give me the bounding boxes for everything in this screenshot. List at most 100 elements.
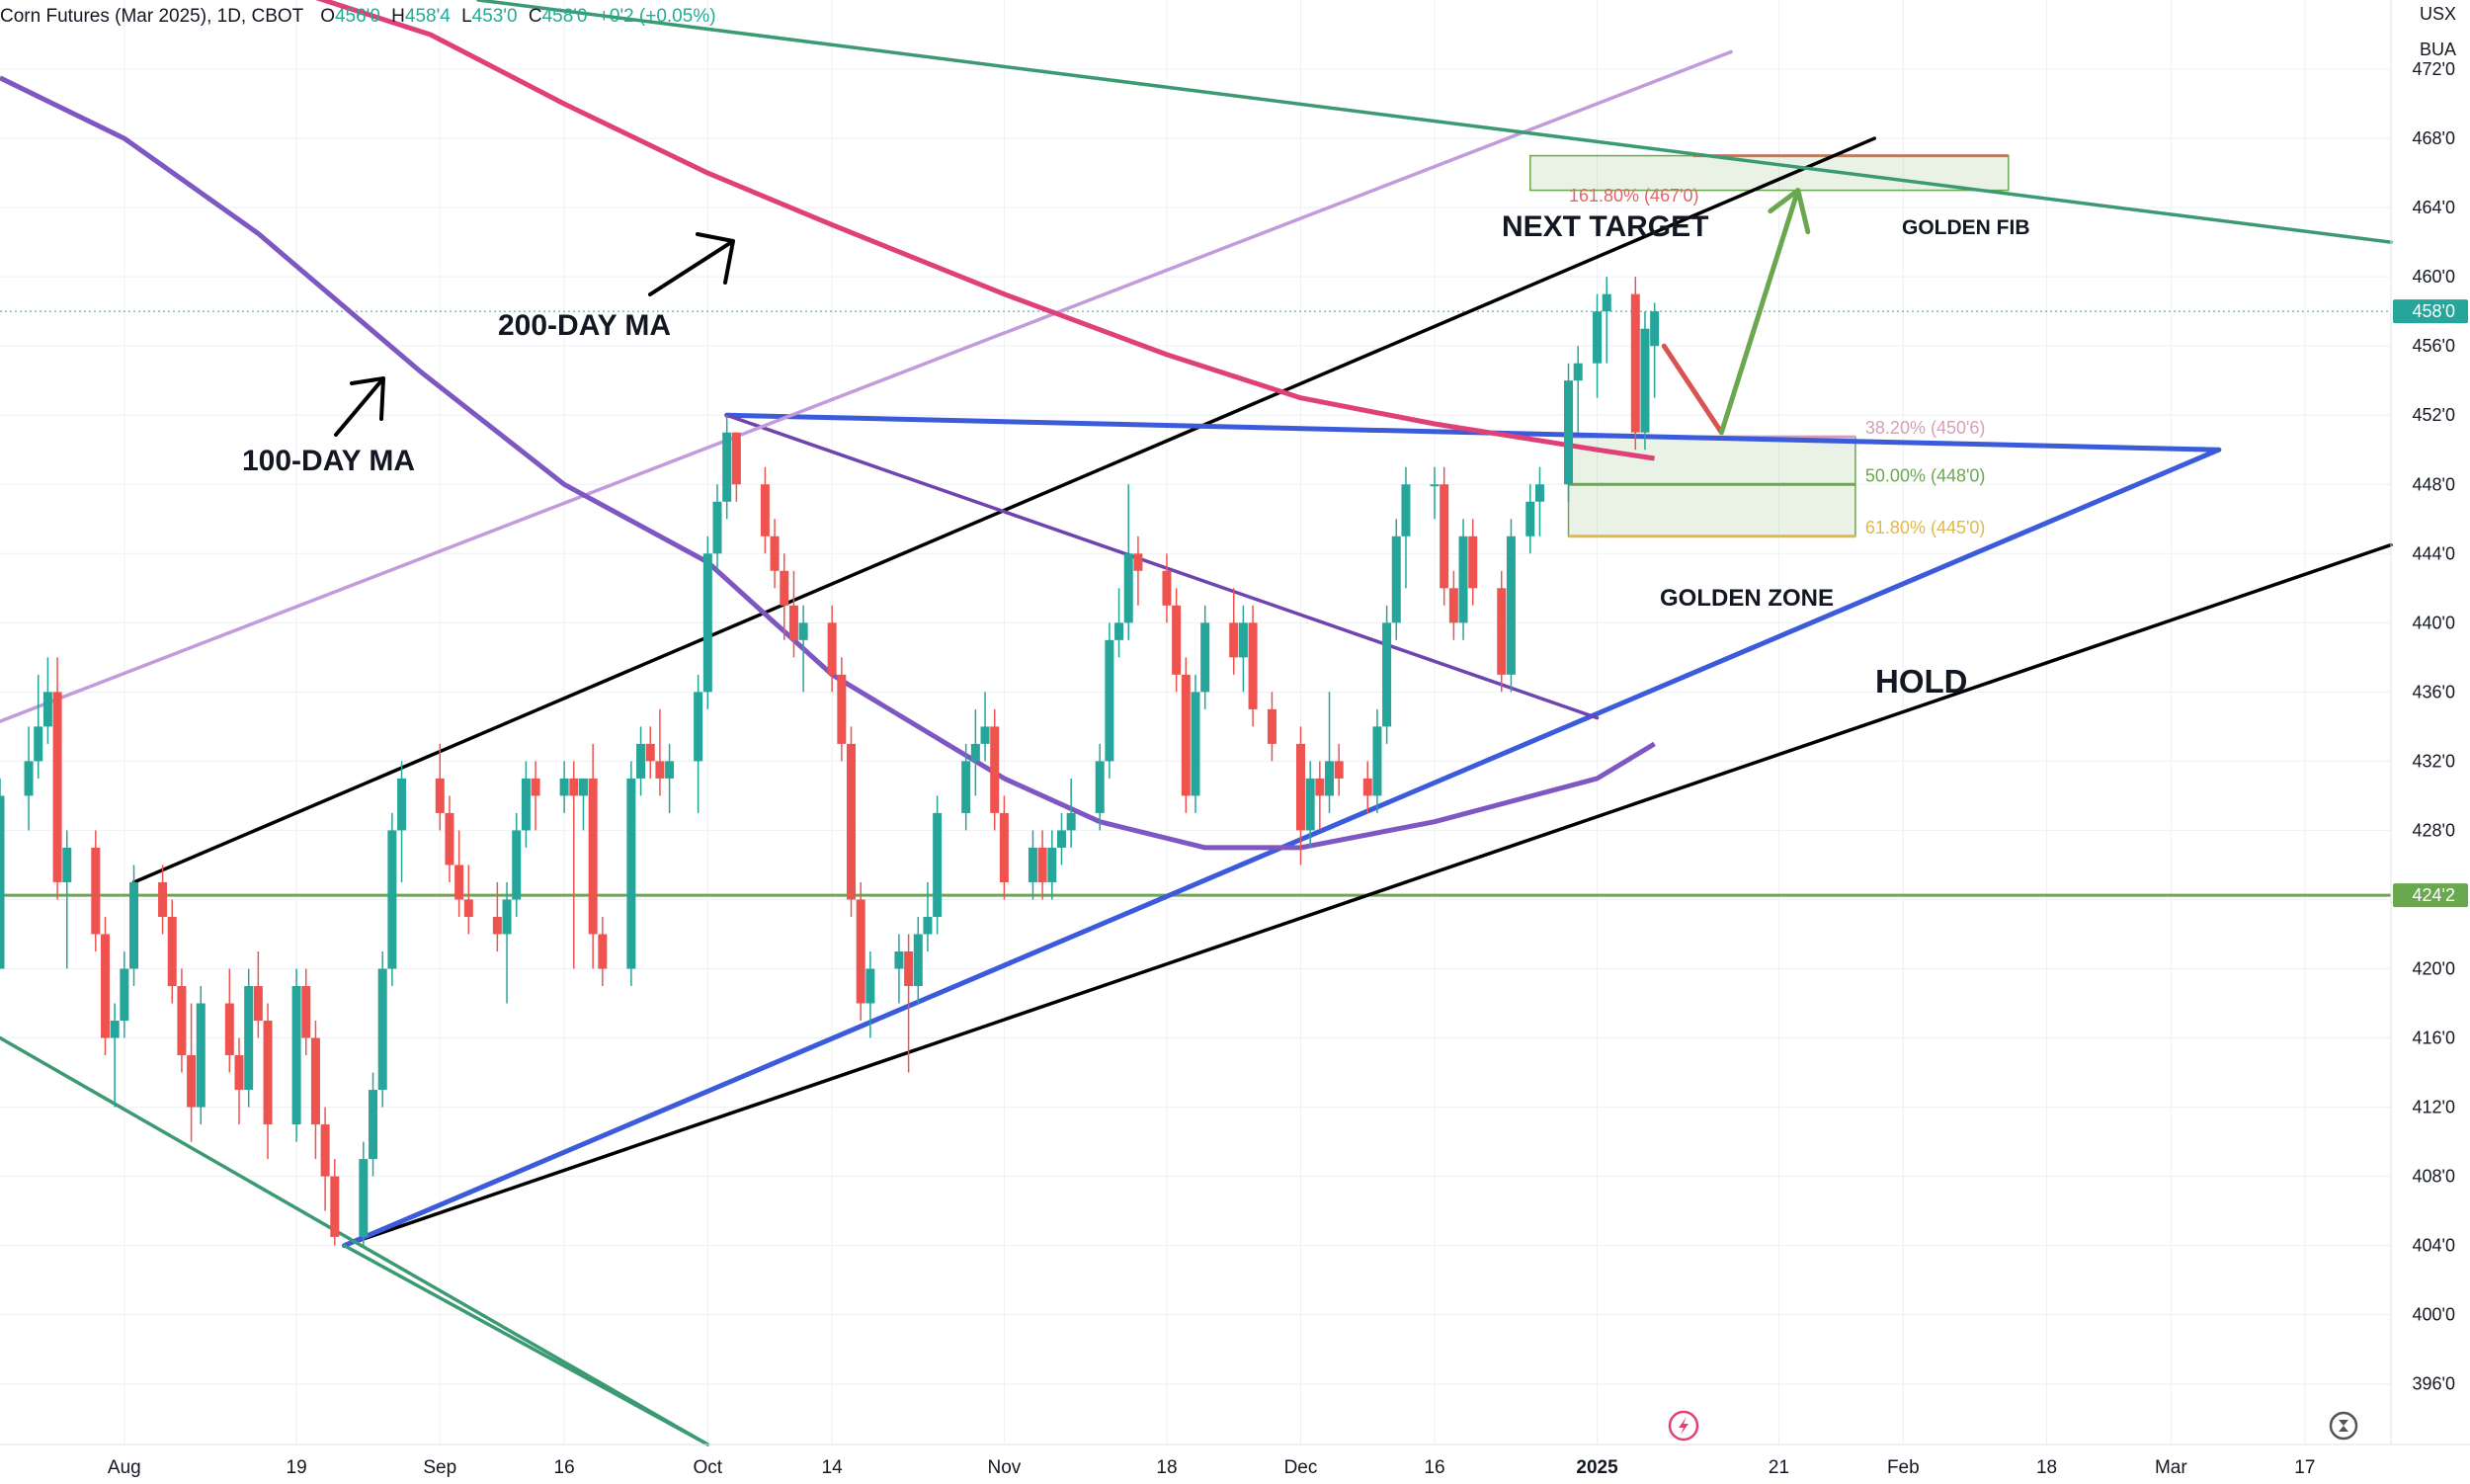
candle (1315, 761, 1325, 831)
fib-level-label: 61.80% (445'0) (1865, 518, 1986, 537)
candle (320, 1107, 330, 1211)
candle (512, 812, 522, 917)
candle-body (559, 778, 569, 796)
golden-zone-label: GOLDEN ZONE (1660, 585, 1834, 612)
candle (1573, 346, 1583, 433)
candle (310, 1021, 320, 1160)
candle (463, 865, 473, 935)
price-label-bg (2393, 299, 2468, 324)
candle-body (1448, 588, 1458, 623)
candle (301, 968, 311, 1056)
candle-body (1534, 484, 1544, 502)
candle-body (1650, 311, 1660, 347)
open-value: 456'0 (334, 6, 380, 27)
candle (1534, 466, 1544, 536)
high-label: H (391, 6, 405, 27)
candle-body (655, 761, 665, 779)
candle (1382, 605, 1392, 744)
candle (397, 761, 407, 882)
candle (856, 881, 865, 1022)
candle-body (933, 812, 943, 917)
candle (377, 950, 387, 1108)
volume-unit-button[interactable]: BUA (2419, 40, 2456, 59)
candle (1497, 570, 1507, 693)
candle (167, 899, 177, 1004)
candle-body (62, 847, 72, 882)
candle (234, 1037, 244, 1125)
candle-body (1114, 622, 1124, 640)
candle (702, 536, 712, 709)
candle-body (129, 881, 139, 969)
candle-body (722, 432, 732, 502)
x-tick-label: Dec (1284, 1457, 1318, 1478)
candle-body (1295, 743, 1305, 831)
y-tick-label: 396'0 (2413, 1374, 2455, 1394)
candle-body (1506, 536, 1516, 675)
candle-body (110, 1021, 120, 1038)
candle-body (310, 1037, 320, 1125)
candle-body (463, 899, 473, 917)
candle (454, 830, 464, 917)
candle-body (301, 986, 311, 1038)
candle (1238, 605, 1248, 693)
candle-body (234, 1055, 244, 1091)
candle (1640, 311, 1650, 451)
candle (359, 1141, 369, 1246)
candle-body (712, 501, 722, 554)
candle (1095, 743, 1105, 831)
x-tick-label: Oct (694, 1457, 723, 1478)
candle-body (1468, 536, 1478, 589)
candle-body (1315, 778, 1325, 796)
trendlines[interactable] (0, 0, 2393, 1446)
candle-body (961, 761, 971, 813)
candle (158, 865, 168, 935)
candle (1066, 778, 1076, 848)
candle (253, 950, 263, 1038)
candle-body (788, 605, 798, 640)
candle-body (1095, 761, 1105, 813)
candle (655, 708, 665, 796)
lightning-icon[interactable] (1668, 1410, 1699, 1442)
low-label: L (461, 6, 472, 27)
y-tick-label: 428'0 (2413, 820, 2455, 840)
y-tick-label: 452'0 (2413, 405, 2455, 425)
candle-body (387, 830, 397, 969)
lower-green-trendline (0, 1035, 710, 1446)
candle (1372, 708, 1382, 813)
candle-body (167, 916, 177, 987)
upper-green-trendline (476, 0, 2393, 244)
y-tick-label: 400'0 (2413, 1305, 2455, 1325)
candle (1602, 277, 1611, 364)
candle-body (970, 743, 980, 762)
candle-body (665, 761, 675, 779)
candle-body (369, 1090, 378, 1160)
lower-channel-line (342, 542, 2393, 1248)
annotations: 200-DAY MA 100-DAY MA NEXT TARGET GOLDEN… (242, 186, 2030, 700)
candle-body (904, 950, 914, 987)
candle (980, 692, 990, 762)
candle-body (1362, 778, 1372, 796)
candle-body (1602, 293, 1611, 312)
price-label-text: 424'2 (2413, 885, 2455, 905)
x-tick-label: Mar (2155, 1457, 2187, 1478)
currency-unit-button[interactable]: USX (2419, 4, 2456, 24)
candle (970, 708, 980, 796)
candle-body (24, 761, 34, 796)
candle (1325, 692, 1335, 813)
candle (1162, 553, 1172, 623)
x-tick-label: 21 (1769, 1457, 1789, 1478)
candle (760, 466, 770, 554)
candle (435, 743, 445, 831)
candle (129, 865, 139, 987)
candle-body (1037, 847, 1047, 882)
candle (645, 726, 655, 779)
timer-icon[interactable] (2329, 1411, 2358, 1441)
candle-body (52, 692, 62, 882)
candle-body (454, 865, 464, 900)
candle-body (42, 692, 52, 727)
candle (1105, 622, 1114, 779)
x-tick-label: Feb (1887, 1457, 1920, 1478)
candle (110, 1003, 120, 1108)
candle (1401, 466, 1411, 589)
